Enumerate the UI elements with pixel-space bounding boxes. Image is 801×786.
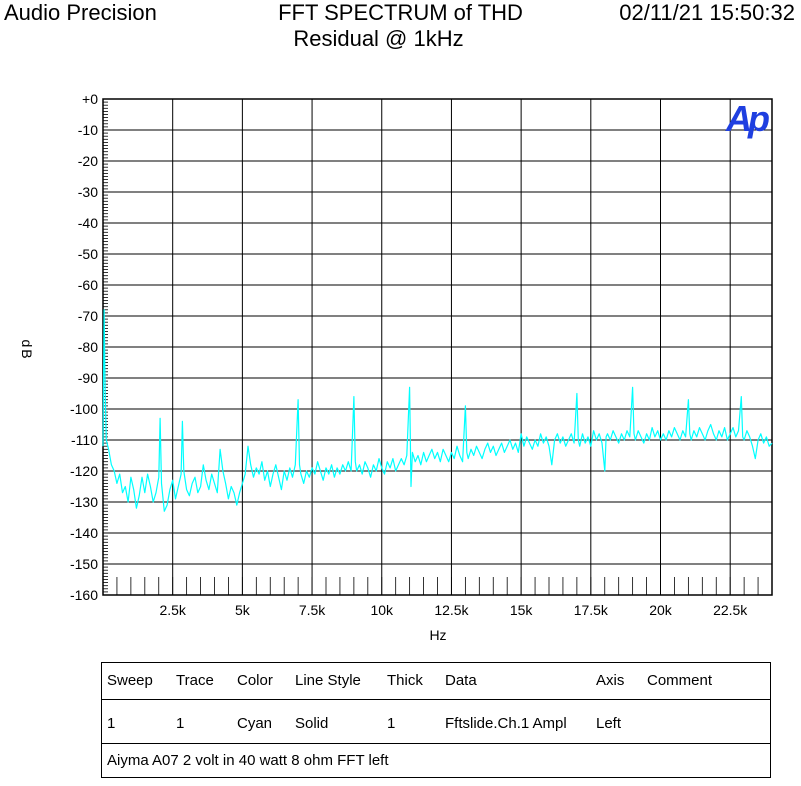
legend-trace-value: 1 (176, 715, 185, 732)
x-tick-label: 17.5k (574, 602, 609, 618)
legend-header-trace: Trace (176, 672, 214, 689)
y-tick-label: -80 (78, 339, 98, 355)
plot-frame (102, 98, 773, 596)
y-tick-label: -160 (70, 587, 98, 603)
legend-header-data: Data (445, 672, 477, 689)
legend-thick-value: 1 (387, 715, 396, 732)
legend-color-value: Cyan (237, 715, 273, 732)
series-layer (102, 309, 773, 512)
brand-label: Audio Precision (4, 0, 157, 25)
x-tick-label: 12.5k (434, 602, 469, 618)
legend-header-row: Sweep Trace Color Line Style Thick Data … (102, 663, 770, 700)
x-tick-label: 20k (649, 602, 673, 618)
x-tick-label: 7.5k (299, 602, 326, 618)
y-tick-label: -140 (70, 525, 98, 541)
legend-line-style-value: Solid (295, 715, 329, 732)
chart-title: FFT SPECTRUM of THD Residual @ 1kHz (0, 0, 801, 52)
y-tick-label: -120 (70, 463, 98, 479)
y-tick-label: -70 (78, 308, 98, 324)
legend-header-line-style: Line Style (295, 672, 361, 689)
legend-comment-text: Aiyma A07 2 volt in 40 watt 8 ohm FFT le… (107, 752, 389, 769)
y-tick-label: -20 (78, 153, 98, 169)
legend-header-thick: Thick (387, 672, 423, 689)
legend-data-row: 1 1 Cyan Solid 1 Fftslide.Ch.1 Ampl Left (102, 699, 770, 744)
x-tick-labels: 2.5k 5k 7.5k 10k 12.5k 15k 17.5k 20k 22.5k (159, 602, 748, 618)
y-tick-label: -130 (70, 494, 98, 510)
y-tick-labels: +0 -10 -20 -30 -40 -50 -60 -70 -80 -90 -100 -110 -12… (70, 91, 98, 603)
x-tick-label: 15k (510, 602, 534, 618)
x-tick-label: 22.5k (713, 602, 748, 618)
y-tick-label: -50 (78, 246, 98, 262)
y-axis-label: dB (19, 339, 35, 360)
timestamp: 02/11/21 15:50:32 (619, 0, 795, 25)
legend-data-value: Fftslide.Ch.1 Ampl (445, 715, 567, 732)
y-tick-label: -150 (70, 556, 98, 572)
y-tick-label: -10 (78, 122, 98, 138)
ap-logo: Ap (725, 98, 773, 139)
legend-header-color: Color (237, 672, 273, 689)
y-tick-label: -90 (78, 370, 98, 386)
spectrum-chart: +0 -10 -20 -30 -40 -50 -60 -70 -80 -90 -100 -110 -12… (19, 91, 773, 643)
legend-sweep-value: 1 (107, 715, 116, 732)
chart-title-line1: FFT SPECTRUM of THD (278, 0, 523, 25)
y-tick-label: +0 (82, 91, 98, 107)
legend-header-sweep: Sweep (107, 672, 153, 689)
legend-axis-value: Left (596, 715, 622, 732)
grid (103, 99, 772, 595)
legend-table: Sweep Trace Color Line Style Thick Data … (101, 662, 771, 778)
series-line-1 (102, 309, 773, 512)
y-tick-label: -110 (71, 432, 98, 448)
x-axis-label: Hz (429, 627, 446, 643)
legend-header-comment: Comment (647, 672, 713, 689)
y-tick-label: -30 (78, 184, 98, 200)
x-tick-label: 5k (235, 602, 251, 618)
ap-logo-text: Ap (725, 98, 769, 139)
x-tick-label: 10k (370, 602, 394, 618)
chart-title-line2: Residual @ 1kHz (293, 26, 464, 51)
y-tick-label: -40 (78, 215, 98, 231)
x-tick-label: 2.5k (159, 602, 186, 618)
y-tick-label: -100 (70, 401, 98, 417)
legend-comment-row: Aiyma A07 2 volt in 40 watt 8 ohm FFT le… (102, 743, 770, 778)
legend-header-axis: Axis (596, 672, 625, 689)
y-tick-label: -60 (78, 277, 98, 293)
